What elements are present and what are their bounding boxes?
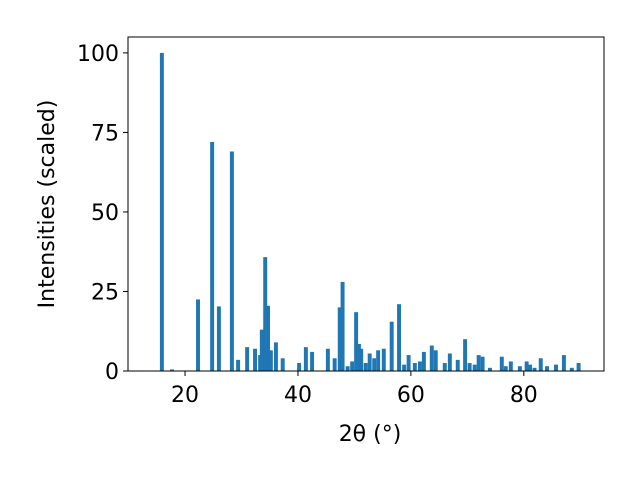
bar — [210, 141, 215, 371]
bar — [480, 356, 485, 371]
bar — [381, 348, 386, 371]
bar — [517, 366, 522, 371]
bar — [524, 361, 529, 371]
bar — [442, 363, 447, 371]
y-tick-label: 0 — [105, 360, 119, 385]
bar — [280, 358, 285, 371]
bar — [253, 348, 258, 371]
bar — [268, 350, 273, 371]
bar — [433, 350, 438, 371]
bar — [297, 363, 302, 371]
bar — [417, 361, 422, 371]
bar — [538, 358, 543, 371]
y-tick-label: 50 — [91, 201, 119, 226]
bar — [467, 363, 472, 371]
bar — [402, 364, 407, 371]
x-axis-label: 2θ (°) — [339, 422, 402, 447]
bar — [528, 364, 533, 371]
bar — [354, 312, 359, 371]
bar — [325, 348, 330, 371]
bar — [447, 353, 452, 371]
bar — [273, 342, 278, 371]
bar — [263, 257, 268, 371]
bar — [544, 366, 549, 371]
bar — [463, 339, 468, 371]
bar — [499, 356, 504, 371]
bar — [421, 351, 426, 371]
bar — [266, 305, 271, 371]
y-tick-label: 25 — [91, 280, 119, 305]
bar — [561, 355, 566, 371]
bar — [229, 151, 234, 371]
bar — [397, 304, 402, 371]
bar — [310, 351, 315, 371]
bar — [337, 307, 342, 371]
bar — [356, 343, 361, 371]
x-tick-label: 40 — [284, 383, 312, 408]
bar — [303, 347, 308, 371]
bar — [487, 367, 492, 371]
y-axis-label: Intensities (scaled) — [35, 100, 60, 309]
bar — [406, 355, 411, 371]
bar — [389, 321, 394, 371]
bar — [429, 345, 434, 371]
bar — [259, 329, 264, 371]
bar — [196, 299, 200, 371]
bar — [412, 363, 417, 371]
bar — [508, 361, 513, 371]
x-tick-label: 60 — [397, 383, 425, 408]
bar — [372, 358, 377, 371]
bar — [472, 364, 477, 371]
bar — [576, 363, 581, 371]
plot-frame — [127, 36, 605, 372]
bar — [340, 281, 345, 371]
x-tick-label: 20 — [171, 383, 199, 408]
bar — [363, 363, 368, 371]
bar — [170, 369, 175, 371]
bar — [245, 347, 250, 371]
bar — [554, 364, 558, 371]
bar — [216, 306, 221, 371]
y-tick-label: 75 — [91, 121, 119, 146]
y-tick-label: 100 — [77, 42, 119, 67]
bar — [345, 366, 350, 371]
bar — [476, 355, 481, 371]
bar — [455, 359, 460, 371]
bar — [359, 348, 364, 371]
bar — [159, 52, 164, 372]
bar — [503, 366, 508, 371]
bar — [350, 361, 355, 371]
bar — [332, 358, 337, 371]
bar — [376, 350, 381, 371]
x-tick-label: 80 — [510, 383, 538, 408]
bar — [569, 367, 574, 371]
bar — [367, 353, 372, 371]
bar — [532, 367, 537, 371]
bar — [236, 359, 241, 371]
